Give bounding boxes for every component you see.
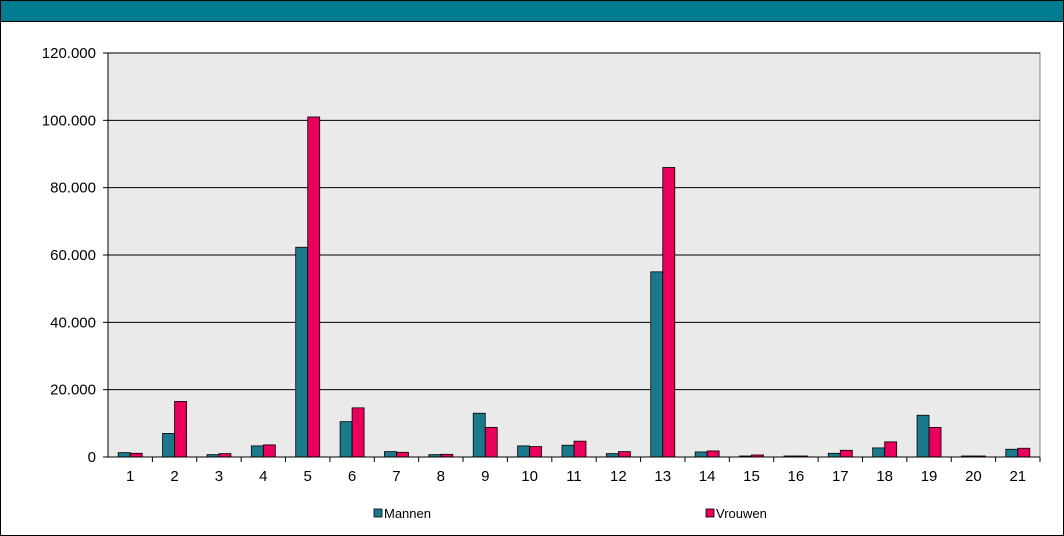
gridlines xyxy=(108,52,1040,391)
y-tick-label: 80.000 xyxy=(50,180,96,197)
bar-mannen-6 xyxy=(339,421,353,458)
y-tick-label: 20.000 xyxy=(50,382,96,399)
y-tick-label: 120.000 xyxy=(42,45,96,62)
bar-vrouwen-11 xyxy=(573,440,587,458)
x-tick-label: 2 xyxy=(170,468,178,485)
bar-vrouwen-4 xyxy=(262,444,276,458)
x-tick-label: 18 xyxy=(876,468,893,485)
bar-vrouwen-3 xyxy=(218,453,232,458)
x-tick-label: 6 xyxy=(348,468,356,485)
x-tick-label: 3 xyxy=(215,468,223,485)
x-tick-label: 5 xyxy=(304,468,312,485)
bar-mannen-11 xyxy=(561,444,575,458)
x-tick-label: 17 xyxy=(832,468,849,485)
x-tick-label: 16 xyxy=(788,468,805,485)
x-tick-label: 9 xyxy=(481,468,489,485)
y-tick-label: 0 xyxy=(88,449,96,466)
bar-vrouwen-7 xyxy=(396,451,409,458)
x-tick-label: 4 xyxy=(259,468,267,485)
bar-mannen-7 xyxy=(384,451,397,458)
bar-vrouwen-5 xyxy=(307,116,321,458)
bar-vrouwen-21 xyxy=(1017,447,1031,458)
bar-vrouwen-9 xyxy=(484,426,498,458)
bar-mannen-19 xyxy=(916,414,930,458)
bar-mannen-5 xyxy=(295,246,309,458)
bar-mannen-21 xyxy=(1005,448,1019,458)
bar-mannen-9 xyxy=(472,412,486,458)
bar-vrouwen-1 xyxy=(129,452,143,458)
bar-vrouwen-19 xyxy=(928,426,942,458)
y-tick-label: 60.000 xyxy=(50,247,96,264)
bar-vrouwen-13 xyxy=(662,167,676,458)
x-tick-label: 1 xyxy=(126,468,134,485)
bar-mannen-2 xyxy=(162,433,175,458)
bar-mannen-1 xyxy=(117,452,131,458)
axes: 0 20.000 40.000 60.000 80.000 100.000 120.000 1… xyxy=(42,45,1041,485)
x-tick-label: 13 xyxy=(654,468,671,485)
legend-swatch-mannen xyxy=(373,508,383,518)
x-tick-label: 11 xyxy=(566,468,582,485)
y-tick-label: 40.000 xyxy=(50,314,96,331)
bar-mannen-12 xyxy=(605,453,619,458)
x-tick-label: 14 xyxy=(699,468,716,485)
x-tick-label: 8 xyxy=(437,468,445,485)
x-tick-label: 19 xyxy=(921,468,938,485)
x-tick-label: 7 xyxy=(392,468,400,485)
bar-mannen-18 xyxy=(872,447,886,458)
bar-vrouwen-12 xyxy=(617,451,631,458)
bar-mannen-13 xyxy=(650,271,664,458)
x-tick-label: 10 xyxy=(521,468,538,485)
x-tick-label: 20 xyxy=(965,468,982,485)
bar-mannen-17 xyxy=(827,452,841,458)
header-bar xyxy=(1,1,1063,22)
bar-vrouwen-18 xyxy=(884,441,898,458)
bar-vrouwen-10 xyxy=(529,446,543,458)
legend: Mannen Vrouwen xyxy=(373,506,767,521)
x-tick-label: 12 xyxy=(610,468,627,485)
y-tick-label: 100.000 xyxy=(42,112,96,129)
x-tick-label: 21 xyxy=(1009,468,1026,485)
legend-label-vrouwen: Vrouwen xyxy=(716,506,767,521)
legend-swatch-vrouwen xyxy=(705,508,715,518)
bar-vrouwen-17 xyxy=(839,449,853,458)
bar-vrouwen-6 xyxy=(351,407,365,458)
x-tick-label: 15 xyxy=(743,468,760,485)
bar-mannen-10 xyxy=(517,445,531,458)
bar-vrouwen-2 xyxy=(174,401,187,458)
bar-vrouwen-14 xyxy=(706,450,720,458)
bar-mannen-14 xyxy=(694,451,708,458)
legend-label-mannen: Mannen xyxy=(384,506,431,521)
bar-mannen-4 xyxy=(250,445,264,458)
